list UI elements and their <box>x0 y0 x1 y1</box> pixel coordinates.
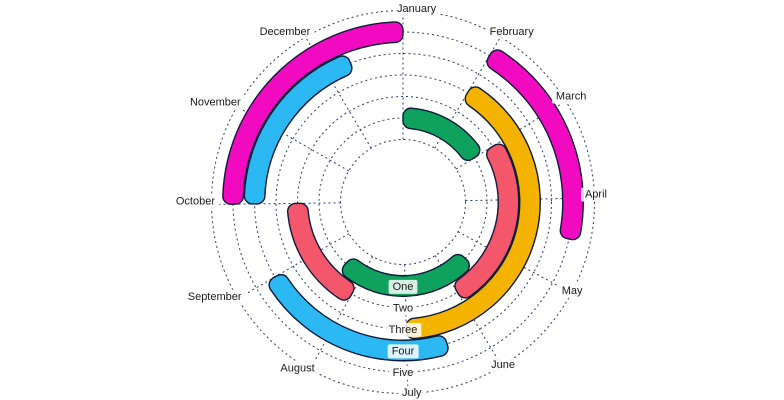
gantt-arc-one[interactable] <box>402 107 481 162</box>
gantt-arc-four[interactable] <box>243 55 353 205</box>
label-chip <box>551 89 591 104</box>
ring-label: Three <box>389 324 418 336</box>
gantt-arc-two[interactable] <box>454 143 520 299</box>
month-label: November <box>190 96 241 108</box>
label-chip <box>183 289 246 304</box>
month-gridline <box>465 197 595 202</box>
label-chip <box>557 283 587 298</box>
ring-label: Four <box>392 345 415 357</box>
ring-label: Five <box>393 367 414 379</box>
ring-label: One <box>393 281 414 293</box>
label-chip <box>580 187 611 202</box>
month-label: June <box>491 359 515 371</box>
ring-label: Two <box>393 302 413 314</box>
gantt-arcs <box>222 21 584 362</box>
month-label: May <box>562 285 583 297</box>
month-gridline <box>236 106 350 172</box>
month-gridline <box>305 36 372 149</box>
label-chip <box>487 358 519 373</box>
month-gridline <box>237 233 350 300</box>
label-chip <box>388 365 418 380</box>
label-chip <box>388 279 418 294</box>
month-label: September <box>188 291 242 303</box>
label-chip <box>276 361 319 376</box>
gantt-arc-five[interactable] <box>222 21 404 205</box>
label-chip <box>255 24 315 39</box>
axis-labels: January February March April May June July Augu… <box>171 1 611 400</box>
month-gridline <box>457 231 572 294</box>
gantt-arc-one[interactable] <box>341 253 470 297</box>
grid-circle <box>340 139 466 265</box>
month-label: February <box>490 26 535 38</box>
label-chip <box>393 1 441 16</box>
gantt-arc-five[interactable] <box>486 49 584 241</box>
month-label: March <box>556 91 587 103</box>
month-label: July <box>402 387 422 399</box>
label-chip <box>171 194 220 209</box>
month-label: January <box>397 3 437 15</box>
gantt-arc-two[interactable] <box>286 202 355 301</box>
label-chip <box>185 95 246 110</box>
month-label: August <box>280 362 314 374</box>
gantt-arc-four[interactable] <box>268 273 449 362</box>
month-gridline <box>211 202 341 205</box>
label-chip <box>384 322 422 337</box>
label-chip <box>485 24 539 39</box>
label-chip <box>398 385 427 400</box>
label-chip <box>388 301 418 316</box>
label-chip <box>387 344 419 359</box>
month-label: October <box>176 195 215 207</box>
month-label: December <box>260 26 311 38</box>
month-label: April <box>585 189 607 201</box>
